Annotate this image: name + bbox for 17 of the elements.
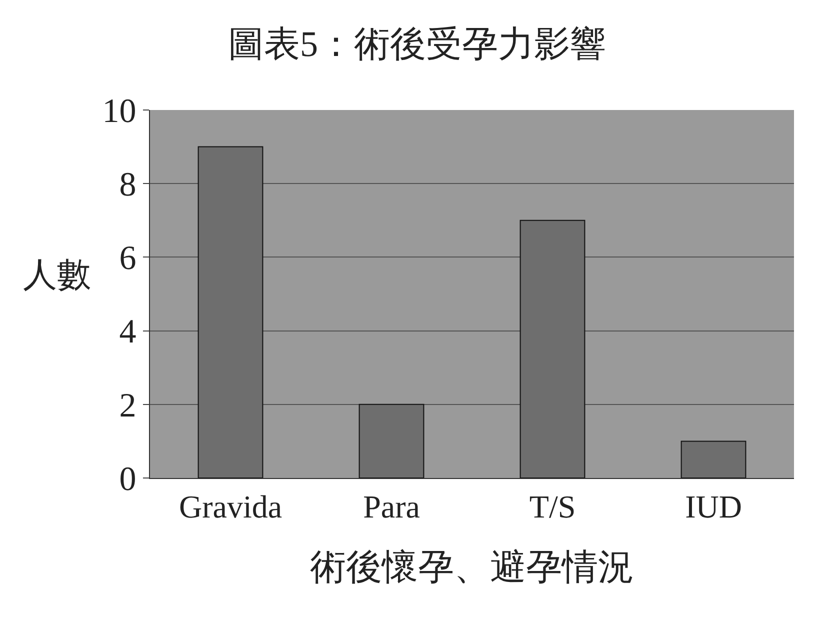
y-tick-label: 6 xyxy=(119,240,136,278)
chart-title: 圖表5：術後受孕力影響 xyxy=(228,24,606,64)
bar xyxy=(680,440,746,478)
y-tick-label: 8 xyxy=(119,166,136,204)
bar xyxy=(198,146,264,478)
y-tick-label: 4 xyxy=(119,314,136,351)
y-tick-label: 2 xyxy=(119,387,136,424)
y-axis-title: 人數 xyxy=(23,257,91,294)
y-tick-label: 0 xyxy=(119,460,136,498)
x-tick-label: T/S xyxy=(529,488,576,524)
x-axis-title: 術後懷孕、避孕情況 xyxy=(310,547,634,588)
x-tick-label: IUD xyxy=(685,488,742,524)
x-tick-label: Gravida xyxy=(178,488,282,524)
x-tick-label: Para xyxy=(363,488,420,524)
bar xyxy=(358,404,424,478)
bar xyxy=(520,220,586,478)
y-tick-label: 10 xyxy=(102,92,136,130)
